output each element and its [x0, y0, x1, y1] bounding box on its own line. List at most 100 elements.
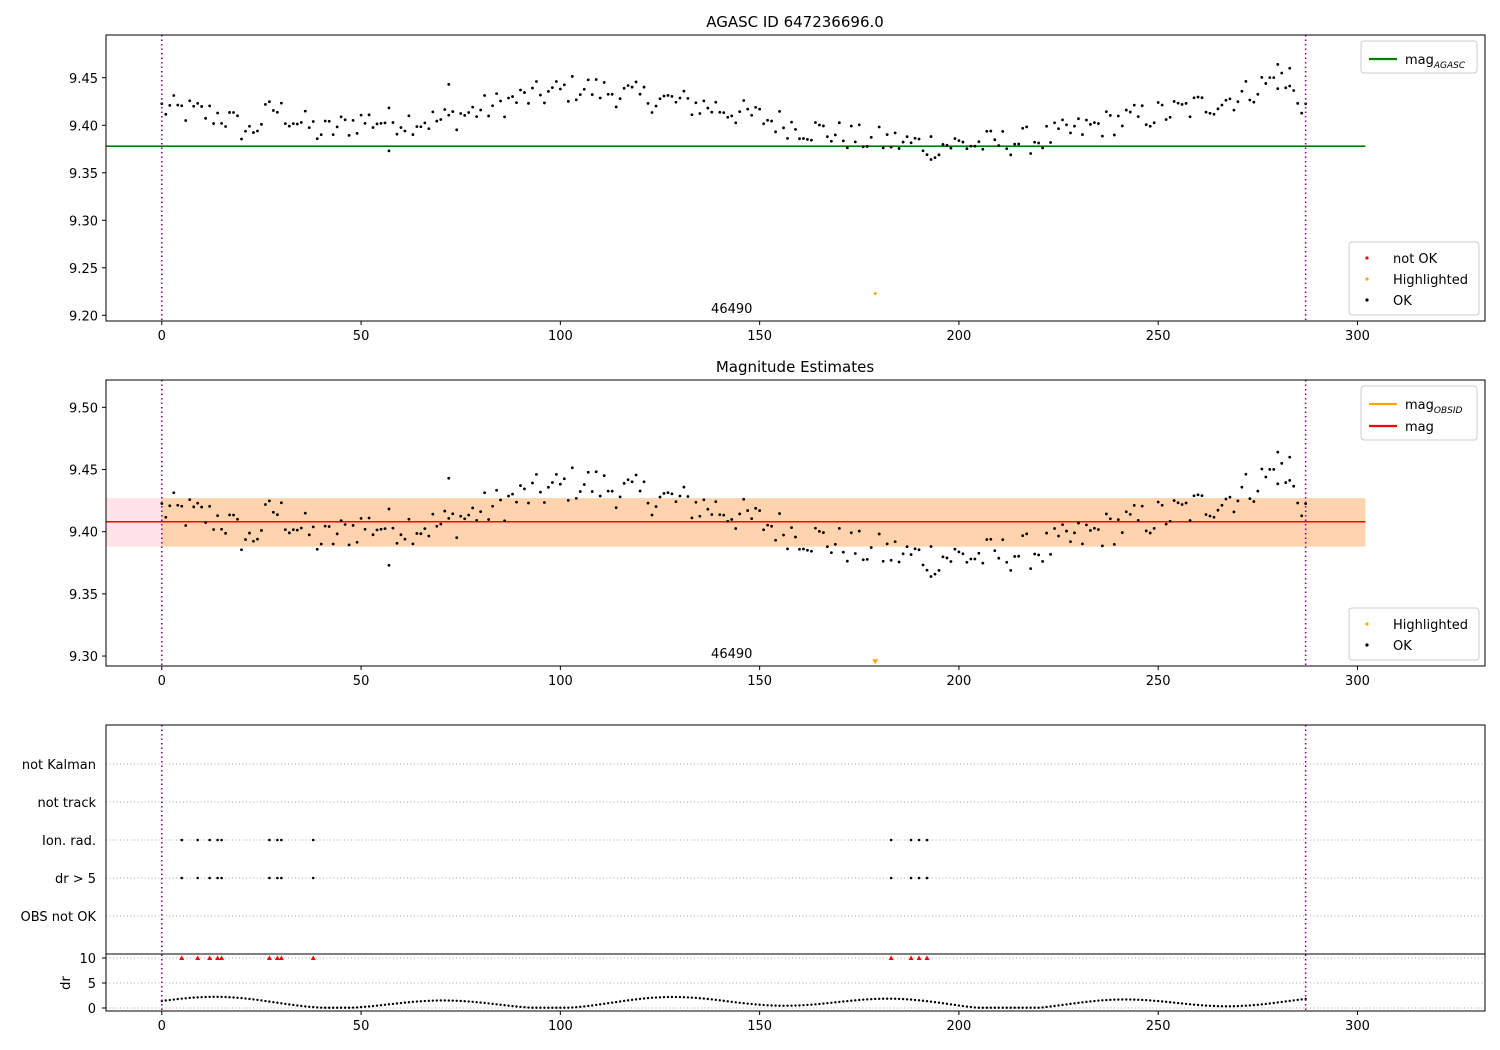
- ok-point: [1268, 76, 1272, 80]
- dr-overflow-marker: [916, 955, 922, 960]
- ok-point: [399, 126, 403, 129]
- ok-point: [570, 466, 574, 470]
- ok-point: [1300, 111, 1304, 115]
- ok-point: [244, 129, 247, 133]
- dr-point: [810, 1003, 813, 1006]
- dr-point: [483, 1001, 486, 1005]
- ok-point: [539, 93, 542, 97]
- dr-point: [630, 998, 634, 1002]
- ok-point: [558, 87, 562, 91]
- magnitude-estimates-panel: 46490 0 50 100 150 200 250 300 9.30 9.35 9.40 9.45 9…: [69, 379, 1486, 689]
- ok-point: [790, 526, 793, 530]
- ok-point: [1013, 142, 1017, 146]
- highlighted-point: [873, 291, 877, 295]
- dr-point: [1105, 998, 1108, 1002]
- ok-point: [654, 104, 658, 108]
- y-tick-label: 9.40: [69, 526, 98, 541]
- dr-point: [722, 999, 725, 1003]
- dr-point: [834, 1001, 837, 1004]
- ok-point: [710, 110, 714, 114]
- ok-point: [419, 125, 423, 129]
- ok-point: [794, 535, 797, 539]
- ok-point: [754, 506, 758, 510]
- ok-point: [586, 470, 590, 474]
- dr-point: [949, 1003, 953, 1006]
- dr-point: [1005, 1006, 1008, 1009]
- dr-point: [901, 997, 905, 1001]
- ok-point: [989, 537, 993, 541]
- ok-point: [391, 526, 395, 530]
- ok-point: [515, 101, 518, 105]
- ok-point: [1216, 508, 1220, 512]
- ok-point: [228, 513, 231, 517]
- ok-point: [395, 541, 399, 545]
- dr-point: [212, 995, 215, 999]
- ok-point: [965, 147, 969, 151]
- ok-point: [279, 501, 283, 505]
- dr-point: [881, 997, 885, 1000]
- ok-point: [299, 526, 303, 530]
- dr-point: [1200, 1004, 1204, 1007]
- ok-point: [435, 524, 439, 528]
- dr-point: [642, 997, 646, 1000]
- dr-point: [1049, 1005, 1052, 1008]
- dr-point: [276, 1001, 279, 1004]
- flag-row-label: not track: [37, 796, 96, 811]
- ok-point: [841, 139, 845, 143]
- ok-point: [770, 119, 773, 123]
- ok-point: [252, 131, 255, 134]
- ok-point: [1220, 503, 1224, 507]
- dr-point: [706, 997, 710, 1001]
- flag-point: [268, 838, 271, 842]
- ok-point: [1224, 98, 1228, 102]
- ok-point: [658, 495, 662, 499]
- ok-point: [1097, 122, 1100, 125]
- y-tick-label: 9.30: [69, 650, 98, 665]
- dr-point: [997, 1006, 1000, 1009]
- dr-point: [335, 1006, 339, 1009]
- ok-point: [387, 106, 391, 110]
- ok-point: [164, 515, 168, 519]
- ok-point: [1172, 499, 1176, 502]
- ok-point: [913, 136, 917, 140]
- dr-point: [248, 997, 251, 1001]
- dr-point: [347, 1006, 351, 1009]
- dr-point: [479, 1001, 482, 1004]
- dr-point: [1053, 1004, 1056, 1008]
- ok-point: [339, 115, 343, 119]
- ok-point: [606, 92, 610, 96]
- ok-point: [287, 124, 291, 128]
- ok-point: [997, 144, 1001, 147]
- ok-point: [1049, 552, 1052, 556]
- ok-point: [698, 112, 702, 115]
- dr-point: [256, 998, 259, 1002]
- ok-point: [1216, 107, 1220, 111]
- dr-point: [774, 1004, 777, 1007]
- ok-point: [722, 111, 726, 115]
- dr-point: [1160, 1000, 1164, 1003]
- dr-point: [427, 999, 431, 1003]
- dr-point: [579, 1005, 582, 1009]
- ok-point: [1108, 517, 1112, 521]
- ok-point: [423, 527, 427, 530]
- dr-point: [614, 1000, 618, 1004]
- dr-point: [1125, 998, 1128, 1001]
- ok-point: [319, 133, 323, 137]
- ok-point: [993, 549, 997, 553]
- ok-point: [937, 568, 941, 572]
- dr-point: [1172, 1001, 1176, 1004]
- flag-point: [280, 876, 283, 880]
- ok-point: [674, 500, 678, 504]
- ok-point: [1104, 512, 1108, 516]
- ok-point: [415, 532, 419, 535]
- ok-point: [550, 481, 554, 484]
- dr-point: [515, 1005, 518, 1008]
- flag-point: [220, 838, 223, 842]
- dr-point: [885, 997, 889, 1000]
- ok-point: [981, 561, 985, 565]
- flag-point: [180, 838, 184, 842]
- dr-ylabel: dr: [59, 976, 74, 990]
- flag-row-label: dr > 5: [55, 872, 96, 887]
- ok-point: [1228, 495, 1232, 499]
- dr-point: [192, 996, 195, 999]
